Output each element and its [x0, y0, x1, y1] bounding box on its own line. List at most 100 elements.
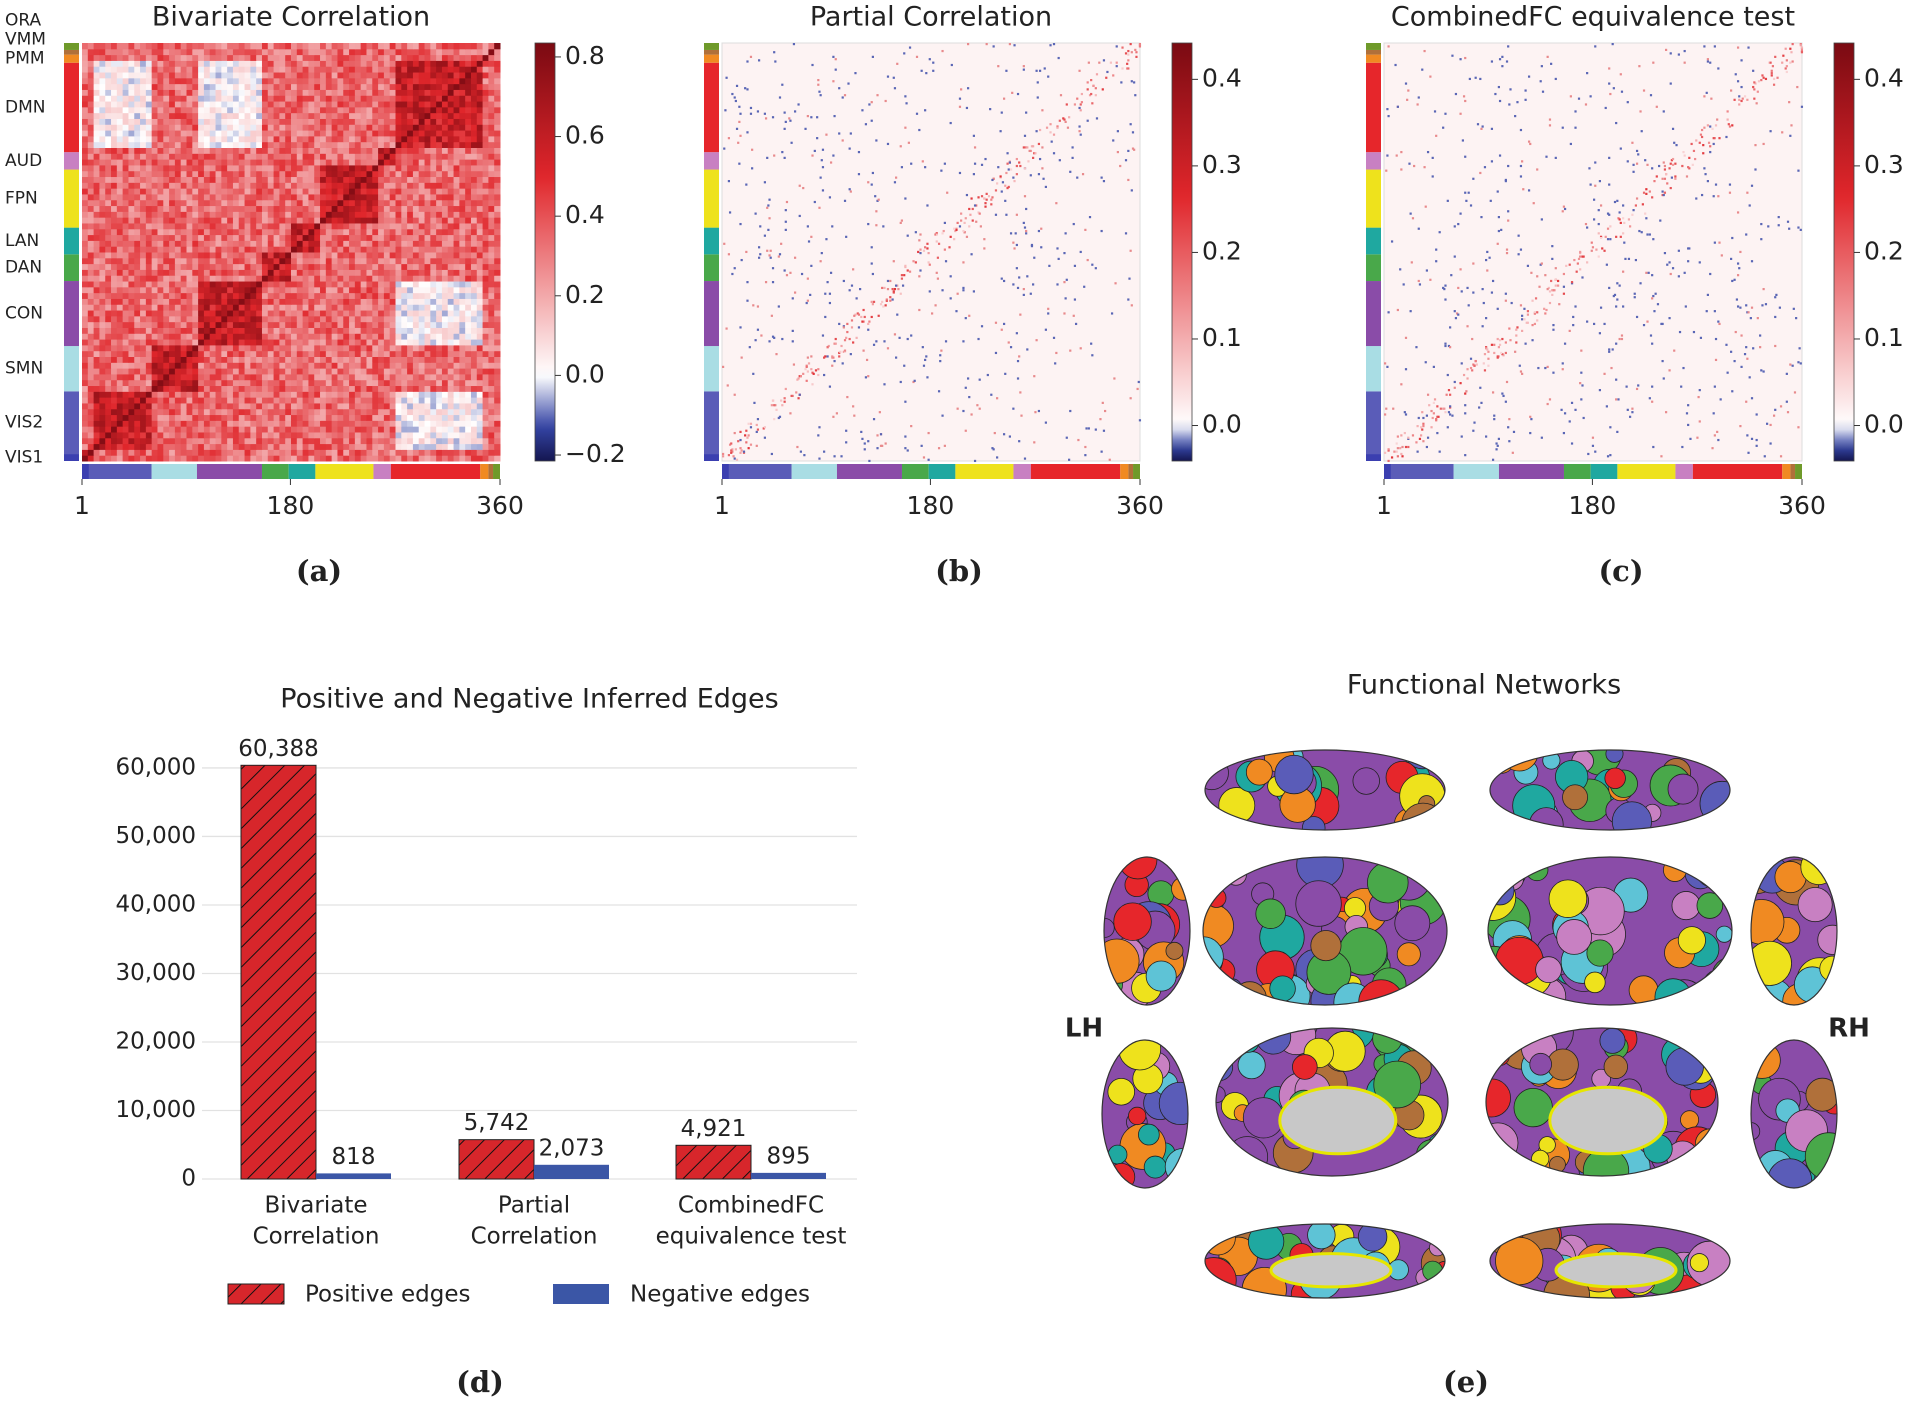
- heatmap-cell: [354, 362, 362, 369]
- heatmap-cell: [343, 77, 350, 85]
- heatmap-cell: [256, 426, 263, 433]
- heatmap-cell: [343, 385, 350, 392]
- heatmap-cell: [465, 240, 472, 247]
- heatmap-cell: [140, 344, 147, 352]
- heatmap-cell: [476, 269, 484, 276]
- heatmap-cell: [436, 397, 443, 404]
- heatmap-cell: [140, 130, 147, 137]
- heatmap-cell: [267, 234, 275, 241]
- heatmap-cell: [203, 77, 211, 85]
- heatmap-cell: [372, 263, 379, 270]
- heatmap-cell: [360, 269, 367, 276]
- heatmap-cell: [325, 153, 333, 160]
- heatmap-cell: [203, 124, 211, 131]
- heatmap-cell: [122, 263, 129, 270]
- heatmap-cell: [232, 368, 240, 375]
- heatmap-cell: [232, 321, 240, 328]
- heatmap-cell: [343, 310, 350, 317]
- heatmap-cell: [157, 368, 164, 375]
- heatmap-cell: [314, 437, 321, 445]
- heatmap-cell: [145, 257, 153, 265]
- heatmap-cell: [134, 356, 141, 363]
- heatmap-cell: [331, 257, 338, 265]
- heatmap-cell: [482, 193, 489, 201]
- heatmap-cell: [250, 408, 257, 416]
- heatmap-cell: [105, 101, 112, 108]
- heatmap-cell: [291, 164, 298, 172]
- heatmap-cell: [227, 106, 234, 114]
- heatmap-cell: [383, 333, 391, 340]
- heatmap-cell: [198, 72, 205, 79]
- heatmap-cell: [221, 240, 228, 247]
- heatmap-cell: [273, 368, 280, 375]
- heatmap-cell: [337, 199, 344, 207]
- heatmap-cell: [203, 397, 211, 404]
- heatmap-cell: [378, 205, 385, 212]
- heatmap-cell: [325, 246, 333, 253]
- heatmap-cell: [291, 275, 298, 282]
- heatmap-cell: [174, 159, 182, 166]
- heatmap-cell: [291, 414, 298, 421]
- heatmap-cell: [331, 310, 338, 317]
- heatmap-cell: [372, 124, 379, 131]
- heatmap-cell: [447, 205, 455, 212]
- heatmap-cell: [430, 164, 437, 172]
- heatmap-cell: [430, 339, 437, 346]
- heatmap-cell: [151, 188, 158, 195]
- heatmap-cell: [343, 304, 350, 311]
- heatmap-cell: [314, 373, 321, 381]
- heatmap-cell: [430, 449, 437, 456]
- heatmap-cell: [279, 269, 286, 276]
- heatmap-cell: [372, 408, 379, 416]
- heatmap-cell: [244, 211, 251, 218]
- heatmap-cell: [250, 228, 257, 236]
- heatmap-cell: [494, 228, 501, 236]
- heatmap-cell: [470, 164, 478, 172]
- heatmap-cell: [366, 408, 373, 416]
- heatmap-cell: [215, 344, 222, 352]
- heatmap-cell: [238, 356, 246, 363]
- heatmap-cell: [227, 193, 234, 201]
- heatmap-cell: [180, 443, 187, 450]
- heatmap-cell: [267, 147, 275, 154]
- heatmap-cell: [105, 414, 112, 421]
- heatmap-cell: [441, 431, 449, 439]
- heatmap-cell: [232, 350, 240, 357]
- heatmap-cell: [279, 310, 286, 317]
- heatmap-cell: [308, 298, 315, 305]
- heatmap-cell: [401, 124, 408, 131]
- heatmap-cell: [482, 431, 489, 439]
- heatmap-cell: [256, 222, 263, 230]
- heatmap-cell: [320, 77, 327, 85]
- heatmap-cell: [122, 228, 129, 236]
- heatmap-cell: [163, 426, 170, 433]
- heatmap-cell: [418, 130, 426, 137]
- heatmap-cell: [99, 449, 106, 456]
- heatmap-cell: [169, 130, 176, 137]
- heatmap-cell: [418, 304, 426, 311]
- heatmap-cell: [488, 130, 495, 137]
- heatmap-cell: [244, 176, 251, 183]
- heatmap-cell: [389, 135, 396, 143]
- heatmap-cell: [186, 141, 193, 148]
- heatmap-cell: [447, 211, 455, 218]
- heatmap-cell: [215, 431, 222, 439]
- heatmap-cell: [87, 275, 95, 282]
- heatmap-cell: [279, 368, 286, 375]
- heatmap-cell: [122, 72, 129, 79]
- heatmap-cell: [93, 141, 100, 148]
- heatmap-cell: [87, 292, 95, 299]
- heatmap-cell: [441, 153, 449, 160]
- heatmap-cell: [325, 426, 333, 433]
- heatmap-cell: [407, 321, 414, 328]
- heatmap-cell: [122, 333, 129, 340]
- heatmap-cell: [169, 182, 176, 189]
- heatmap-cell: [227, 77, 234, 85]
- heatmap-cell: [465, 362, 472, 369]
- heatmap-cell: [134, 385, 141, 392]
- heatmap-cell: [250, 350, 257, 357]
- heatmap-cell: [453, 170, 460, 178]
- heatmap-cell: [256, 321, 263, 328]
- heatmap-cell: [93, 135, 100, 143]
- heatmap-cell: [157, 182, 164, 189]
